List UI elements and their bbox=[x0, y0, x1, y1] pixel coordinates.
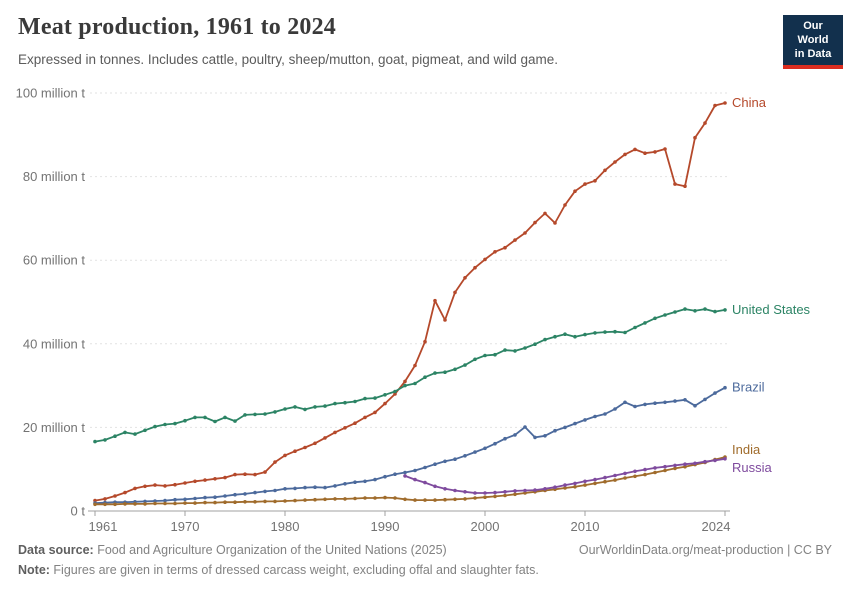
series-label-russia[interactable]: Russia bbox=[732, 460, 773, 475]
series-points-china[interactable] bbox=[93, 101, 727, 503]
y-axis-label-0: 0 t bbox=[71, 504, 86, 519]
chart-footer: Data source: Food and Agriculture Organi… bbox=[18, 543, 832, 583]
x-axis-label-2024: 2024 bbox=[702, 519, 731, 534]
series-line-china[interactable] bbox=[94, 102, 726, 502]
page-title: Meat production, 1961 to 2024 bbox=[18, 14, 337, 40]
x-axis-label-1990: 1990 bbox=[371, 519, 400, 534]
series-label-india[interactable]: India bbox=[732, 442, 761, 457]
note-label: Note: bbox=[18, 563, 50, 577]
chart-subtitle: Expressed in tonnes. Includes cattle, po… bbox=[18, 52, 559, 67]
series-label-brazil[interactable]: Brazil bbox=[732, 380, 765, 395]
y-axis-label-40: 40 million t bbox=[23, 336, 86, 351]
data-source-text: Food and Agriculture Organization of the… bbox=[93, 543, 447, 557]
series-points-russia[interactable] bbox=[403, 457, 727, 495]
owid-logo-line2: in Data bbox=[794, 47, 832, 60]
x-axis-label-1970: 1970 bbox=[171, 519, 200, 534]
owid-logo[interactable]: Our World in Data bbox=[783, 15, 843, 70]
y-axis-label-20: 20 million t bbox=[23, 420, 86, 435]
data-source-line: Data source: Food and Agriculture Organi… bbox=[18, 543, 447, 557]
series-label-china[interactable]: China bbox=[732, 95, 767, 110]
citation-text: OurWorldinData.org/meat-production | CC … bbox=[578, 543, 832, 557]
data-source-label: Data source: bbox=[18, 543, 94, 557]
y-axis-label-60: 60 million t bbox=[23, 253, 86, 268]
line-chart: 0 t 20 million t 40 million t 60 million t 8… bbox=[16, 86, 811, 535]
series-line-united-states[interactable] bbox=[94, 308, 726, 443]
series-points-united-states[interactable] bbox=[93, 307, 727, 444]
x-axis-label-1980: 1980 bbox=[271, 519, 300, 534]
note-text: Figures are given in terms of dressed ca… bbox=[49, 563, 539, 577]
series-line-india[interactable] bbox=[95, 456, 726, 506]
y-axis-label-80: 80 million t bbox=[23, 169, 86, 184]
x-axis-label-2000: 2000 bbox=[471, 519, 500, 534]
x-axis-label-2010: 2010 bbox=[571, 519, 600, 534]
note-line: Note: Figures are given in terms of dres… bbox=[18, 563, 539, 577]
series-points-brazil[interactable] bbox=[93, 385, 727, 505]
y-axis-label-100: 100 million t bbox=[16, 86, 86, 101]
series-line-brazil[interactable] bbox=[94, 386, 726, 504]
x-axis-label-1961: 1961 bbox=[89, 519, 118, 534]
series-label-united-states[interactable]: United States bbox=[732, 302, 811, 317]
owid-logo-line1: Our World bbox=[797, 20, 829, 46]
